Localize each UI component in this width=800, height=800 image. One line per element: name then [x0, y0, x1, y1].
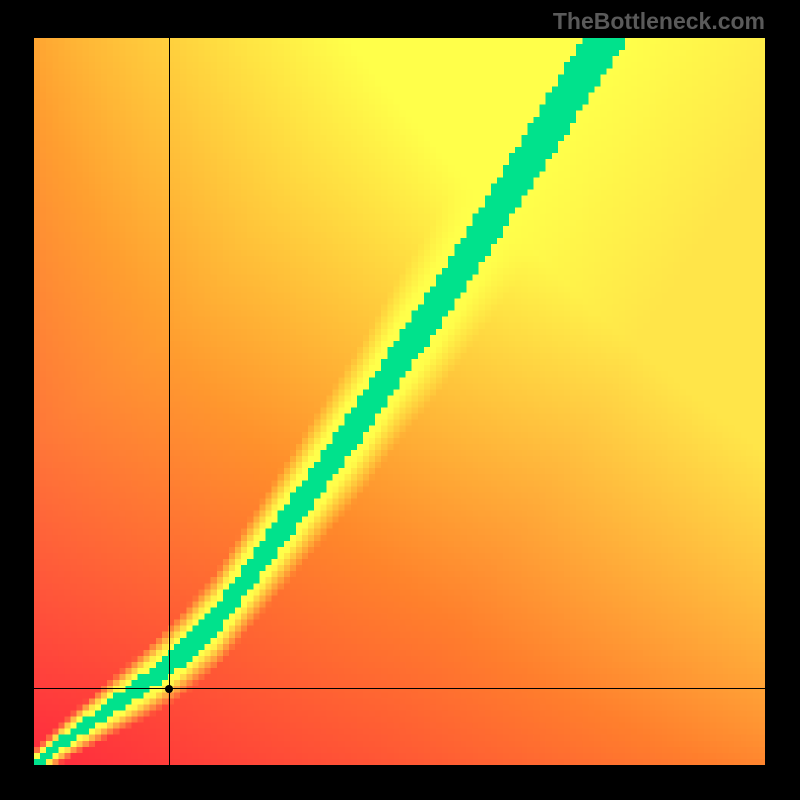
crosshair-horizontal — [34, 688, 765, 689]
watermark-text: TheBottleneck.com — [553, 8, 765, 35]
crosshair-marker-dot — [165, 685, 173, 693]
crosshair-vertical — [169, 38, 170, 765]
bottleneck-heatmap — [34, 38, 765, 765]
chart-container: TheBottleneck.com — [0, 0, 800, 800]
